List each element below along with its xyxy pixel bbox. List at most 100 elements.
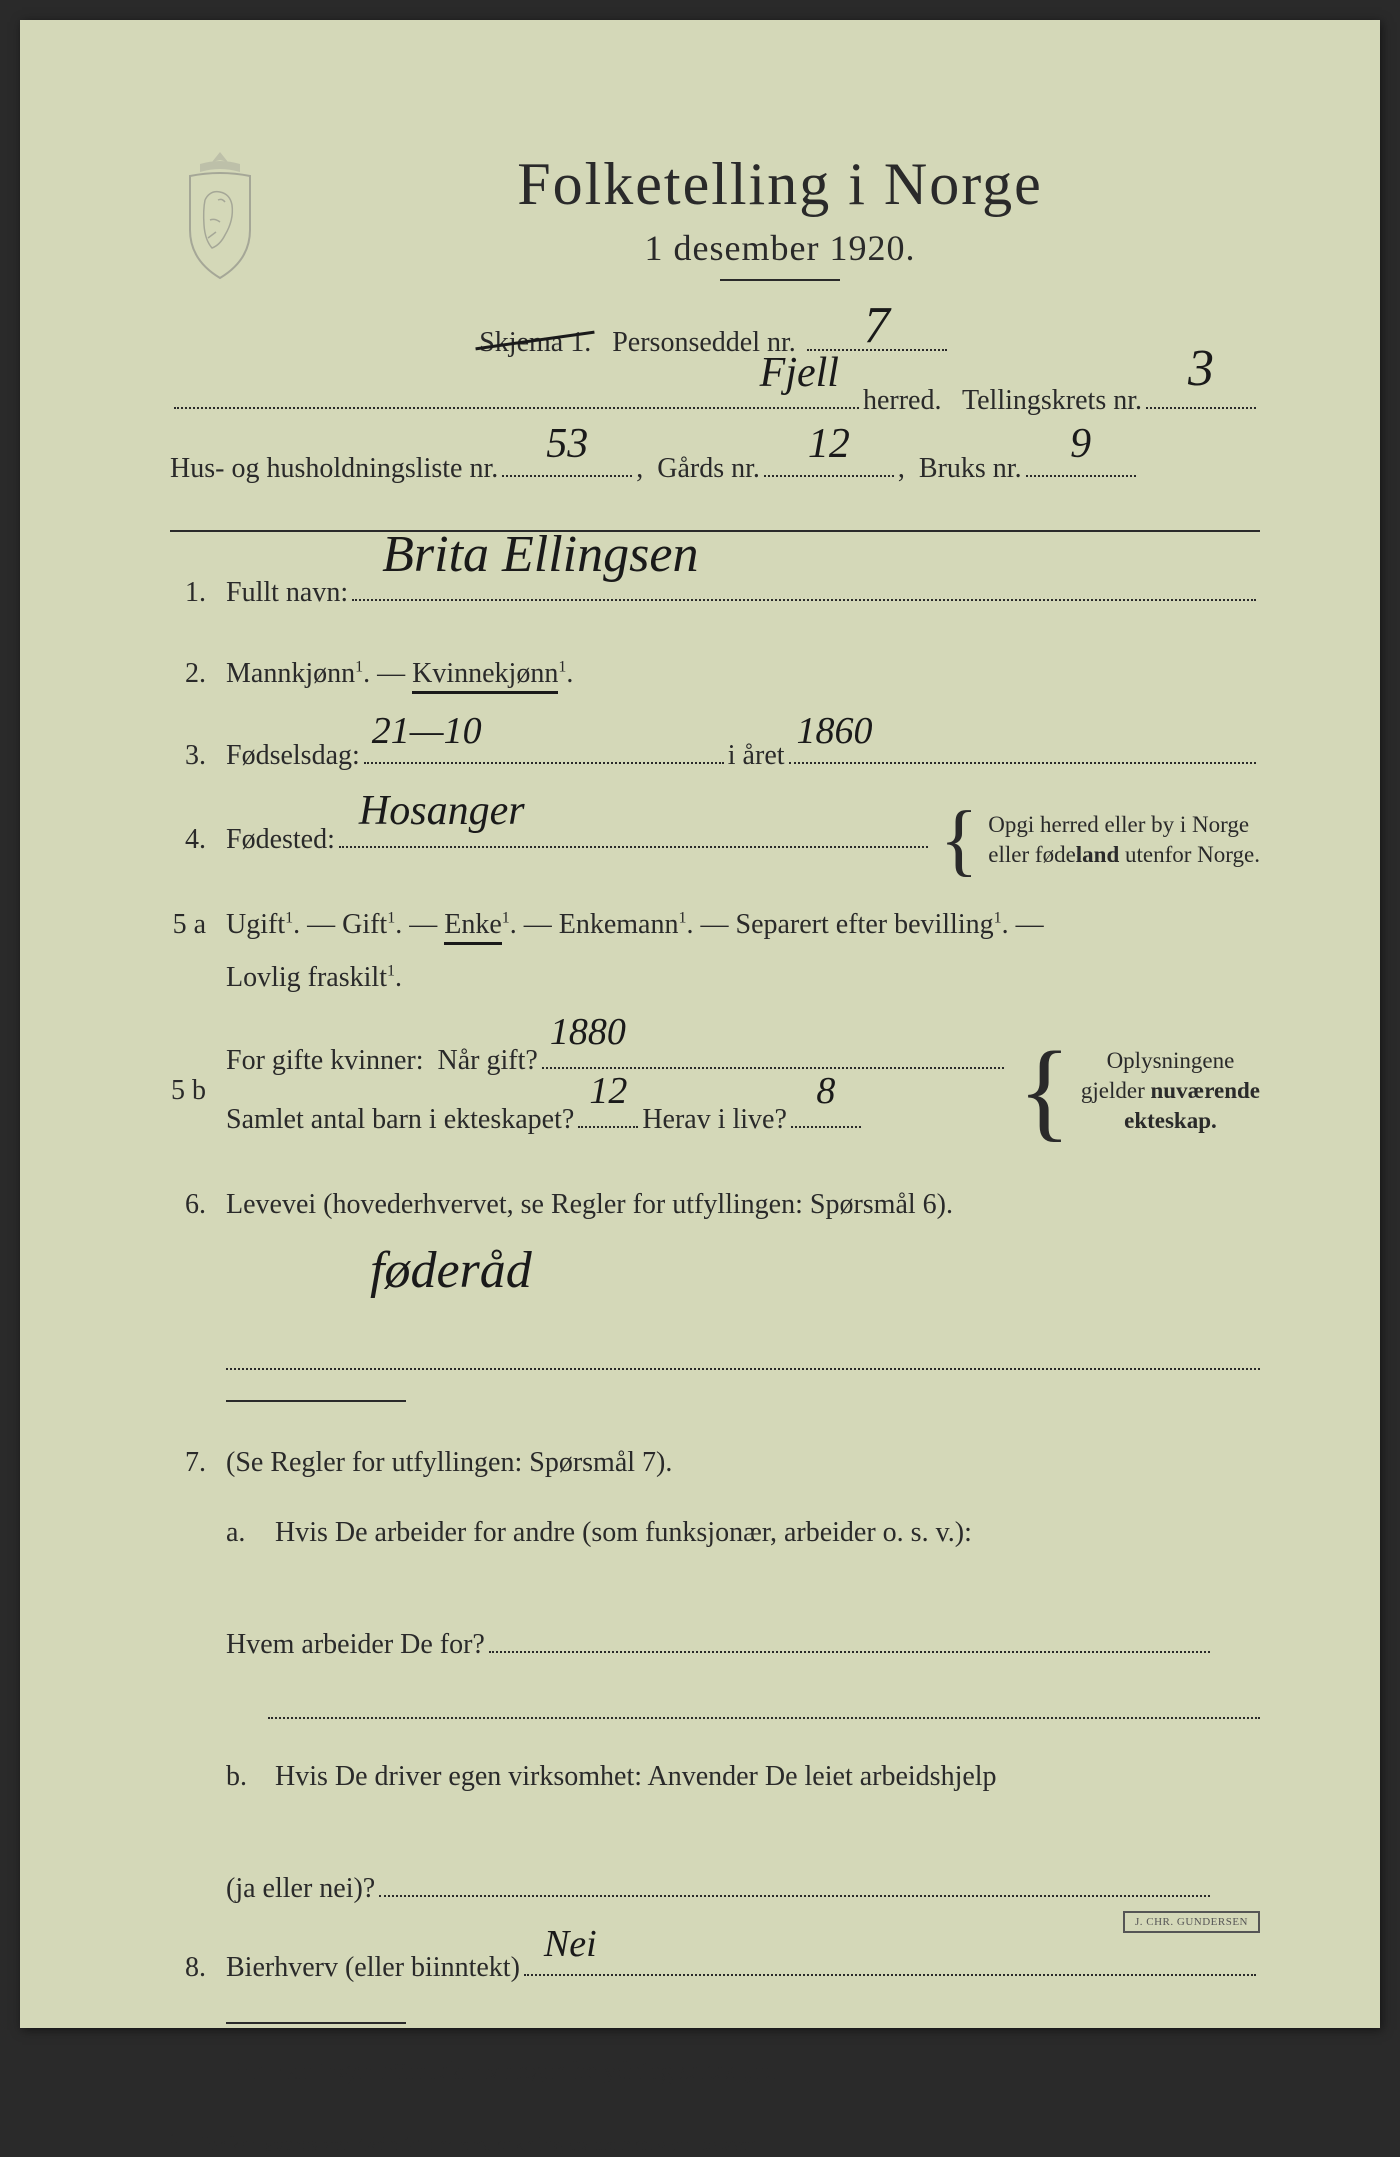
q4-hw: Hosanger <box>359 772 525 852</box>
q4-note-l2: eller fødeland utenfor Norge. <box>988 840 1260 870</box>
q5a-opt6: Lovlig fraskilt <box>226 962 387 993</box>
q7: 7. (Se Regler for utfyllingen: Spørsmål … <box>170 1436 1260 1489</box>
q5a-opt4: Enkemann <box>559 909 679 940</box>
q3-num: 3. <box>170 740 226 772</box>
q4-field: Hosanger <box>339 816 928 848</box>
q2-num: 2. <box>170 658 226 690</box>
skjema-label: Skjema 1. Personseddel nr. <box>479 327 796 358</box>
q5a-opt5: Separert efter bevilling <box>736 909 994 940</box>
q1-hw: Brita Ellingsen <box>382 506 698 605</box>
q8: 8. Bierhverv (eller biinntekt) Nei <box>170 1941 1260 1994</box>
bruks-field: 9 <box>1026 445 1136 477</box>
hus-field: 53 <box>502 445 632 477</box>
q7a-field <box>489 1621 1210 1653</box>
q5b-note-l1: Oplysningene <box>1081 1046 1260 1076</box>
herred-label: herred. Tellingskrets nr. <box>863 377 1142 425</box>
q5b-note: { Oplysningene gjelder nuværende ekteska… <box>1018 1046 1260 1136</box>
title-divider <box>720 279 840 281</box>
personseddel-hw: 7 <box>864 296 890 355</box>
q5b-l2-label-a: Samlet antal barn i ekteskapet? <box>226 1091 574 1150</box>
q3-hw-b: 1860 <box>797 695 873 767</box>
q8-num: 8. <box>170 1952 226 1984</box>
q5a: 5 a Ugift1. — Gift1. — Enke1. — Enkemann… <box>170 898 1260 1004</box>
bruks-hw: 9 <box>1070 409 1091 480</box>
q3-field-a: 21—10 <box>364 732 724 764</box>
hus-hw: 53 <box>546 409 588 480</box>
q6-blank <box>226 1330 1260 1370</box>
q3-hw-a: 21—10 <box>372 695 482 767</box>
tellingskrets-hw: 3 <box>1188 325 1214 413</box>
brace-icon: { <box>940 812 978 868</box>
main-title: Folketelling i Norge <box>300 150 1260 219</box>
q5b-l2-hw-a: 12 <box>589 1052 627 1132</box>
q4: 4. Fødested: Hosanger { Opgi herred elle… <box>170 810 1260 870</box>
q1-field: Brita Ellingsen <box>352 569 1256 601</box>
q8-hw: Nei <box>544 1908 597 1980</box>
q3: 3. Fødselsdag: 21—10 i året 1860 <box>170 729 1260 782</box>
hus-row: Hus- og husholdningsliste nr. 53 , Gårds… <box>170 445 1260 493</box>
gards-hw: 12 <box>808 409 850 480</box>
q7b-l1: Hvis De driver egen virksomhet: Anvender… <box>275 1761 997 1792</box>
q5b-l2-field-a: 12 <box>578 1096 638 1128</box>
q7-label: (Se Regler for utfyllingen: Spørsmål 7). <box>226 1447 672 1478</box>
q2: 2. Mannkjønn1. — Kvinnekjønn1. <box>170 647 1260 700</box>
header: Folketelling i Norge 1 desember 1920. <box>170 150 1260 309</box>
sub-title: 1 desember 1920. <box>300 227 1260 269</box>
q3-field-b: 1860 <box>789 732 1256 764</box>
title-block: Folketelling i Norge 1 desember 1920. <box>300 150 1260 309</box>
q5b-l2-label-b: Herav i live? <box>642 1091 787 1150</box>
footnote-rule <box>170 2116 490 2117</box>
printer-stamp: J. CHR. GUNDERSEN <box>1123 1911 1260 1933</box>
q2-male: Mannkjønn <box>226 658 355 689</box>
q6: 6. Levevei (hovederhvervet, se Regler fo… <box>170 1178 1260 1231</box>
q7b-num: b. <box>226 1749 268 1805</box>
coat-of-arms-icon <box>170 150 270 280</box>
q4-note-l1: Opgi herred eller by i Norge <box>988 810 1260 840</box>
gards-label: , Gårds nr. <box>636 445 760 493</box>
q7a-l2: Hvem arbeider De for? <box>226 1617 485 1673</box>
q7-num: 7. <box>170 1447 226 1479</box>
q7b-field <box>379 1865 1210 1897</box>
q3-label-b: i året <box>728 729 785 782</box>
q6-num: 6. <box>170 1189 226 1221</box>
q1-label: Fullt navn: <box>226 566 348 619</box>
q7b-l2: (ja eller nei)? <box>226 1861 375 1917</box>
q5b-l2-field-b: 8 <box>791 1096 861 1128</box>
q5a-opt3: Enke <box>444 909 502 945</box>
q5b-l2-hw-b: 8 <box>816 1052 835 1132</box>
q6-hw: føderåd <box>370 1241 1260 1300</box>
brace-icon: { <box>1018 1052 1071 1129</box>
q7a-l1: Hvis De arbeider for andre (som funksjon… <box>275 1517 972 1548</box>
q8-field: Nei <box>524 1944 1256 1976</box>
rule-1 <box>170 530 1260 532</box>
rule-2 <box>226 1400 406 1402</box>
q5a-opt2: Gift <box>342 909 387 940</box>
herred-hw: Fjell <box>760 338 839 409</box>
skjema-line: Skjema 1. Personseddel nr. 7 <box>170 319 1260 359</box>
herred-row: Fjell herred. Tellingskrets nr. 3 <box>170 377 1260 425</box>
q7a-num: a. <box>226 1505 268 1561</box>
q1-num: 1. <box>170 577 226 609</box>
q2-female: Kvinnekjønn <box>412 658 558 694</box>
rule-3 <box>226 2022 406 2024</box>
bruks-label: , Bruks nr. <box>898 445 1022 493</box>
tellingskrets-field: 3 <box>1146 377 1256 409</box>
q7b: b. Hvis De driver egen virksomhet: Anven… <box>226 1749 1260 1917</box>
q5b-note-l2: gjelder nuværende <box>1081 1076 1260 1106</box>
q4-num: 4. <box>170 824 226 856</box>
q7a: a. Hvis De arbeider for andre (som funks… <box>226 1505 1260 1673</box>
q4-label: Fødested: <box>226 813 335 866</box>
footer-note: Har man ingen biinntekt av nogen betydni… <box>226 2058 1260 2086</box>
census-form-page: Folketelling i Norge 1 desember 1920. Sk… <box>20 20 1380 2028</box>
q5b-l1-label: For gifte kvinner: Når gift? <box>226 1032 538 1091</box>
q6-label: Levevei (hovederhvervet, se Regler for u… <box>226 1189 953 1220</box>
q3-label-a: Fødselsdag: <box>226 729 360 782</box>
hus-label: Hus- og husholdningsliste nr. <box>170 445 498 493</box>
q5a-num: 5 a <box>170 909 226 941</box>
q7a-blank <box>268 1679 1260 1719</box>
q4-note: { Opgi herred eller by i Norge eller fød… <box>940 810 1260 870</box>
q5b-note-l3: ekteskap. <box>1081 1106 1260 1136</box>
q8-label: Bierhverv (eller biinntekt) <box>226 1941 520 1994</box>
q5b-num: 5 b <box>170 1075 226 1107</box>
herred-field: Fjell <box>174 377 859 409</box>
